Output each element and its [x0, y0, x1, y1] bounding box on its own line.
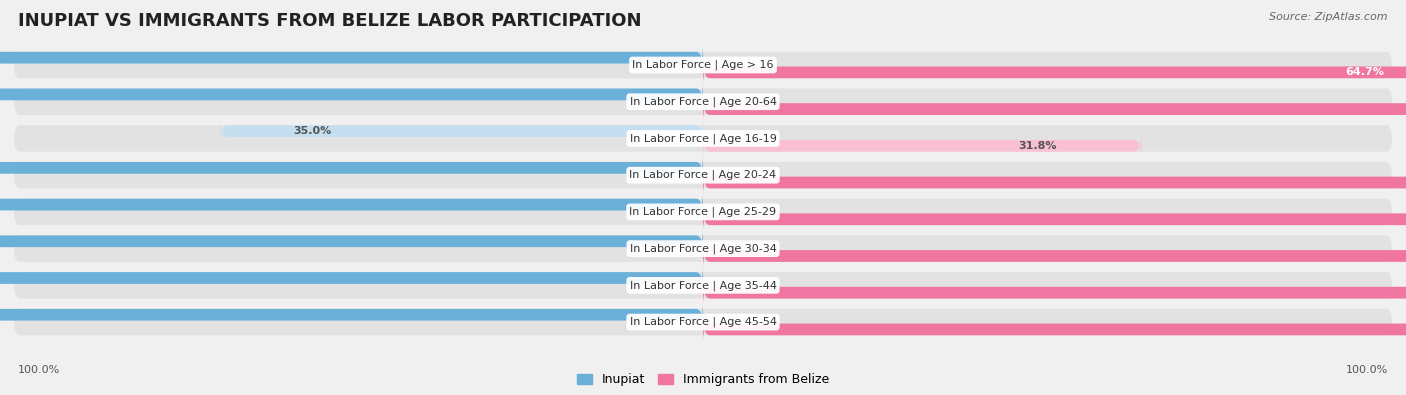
FancyBboxPatch shape — [703, 207, 1406, 232]
FancyBboxPatch shape — [703, 317, 1406, 342]
FancyBboxPatch shape — [703, 60, 1406, 85]
FancyBboxPatch shape — [14, 88, 1392, 115]
FancyBboxPatch shape — [0, 155, 703, 181]
FancyBboxPatch shape — [14, 309, 1392, 335]
FancyBboxPatch shape — [14, 162, 1392, 188]
Text: In Labor Force | Age 45-54: In Labor Force | Age 45-54 — [630, 317, 776, 327]
FancyBboxPatch shape — [703, 280, 1406, 305]
FancyBboxPatch shape — [0, 302, 703, 327]
FancyBboxPatch shape — [14, 52, 1392, 78]
Text: In Labor Force | Age 16-19: In Labor Force | Age 16-19 — [630, 133, 776, 144]
FancyBboxPatch shape — [0, 82, 703, 107]
FancyBboxPatch shape — [0, 192, 703, 217]
Text: 100.0%: 100.0% — [1346, 365, 1388, 375]
FancyBboxPatch shape — [0, 45, 703, 70]
Text: In Labor Force | Age 35-44: In Labor Force | Age 35-44 — [630, 280, 776, 291]
Text: In Labor Force | Age 25-29: In Labor Force | Age 25-29 — [630, 207, 776, 217]
FancyBboxPatch shape — [703, 243, 1406, 269]
FancyBboxPatch shape — [0, 229, 703, 254]
FancyBboxPatch shape — [14, 235, 1392, 262]
Text: In Labor Force | Age 30-34: In Labor Force | Age 30-34 — [630, 243, 776, 254]
FancyBboxPatch shape — [703, 134, 1142, 158]
Text: 31.8%: 31.8% — [1018, 141, 1057, 151]
Text: Source: ZipAtlas.com: Source: ZipAtlas.com — [1270, 12, 1388, 22]
FancyBboxPatch shape — [14, 199, 1392, 225]
Text: In Labor Force | Age 20-24: In Labor Force | Age 20-24 — [630, 170, 776, 181]
Text: INUPIAT VS IMMIGRANTS FROM BELIZE LABOR PARTICIPATION: INUPIAT VS IMMIGRANTS FROM BELIZE LABOR … — [18, 12, 641, 30]
FancyBboxPatch shape — [14, 272, 1392, 299]
Text: In Labor Force | Age > 16: In Labor Force | Age > 16 — [633, 60, 773, 70]
Text: 100.0%: 100.0% — [18, 365, 60, 375]
FancyBboxPatch shape — [221, 118, 703, 144]
Legend: Inupiat, Immigrants from Belize: Inupiat, Immigrants from Belize — [576, 373, 830, 386]
Text: 64.7%: 64.7% — [1346, 68, 1384, 77]
FancyBboxPatch shape — [703, 170, 1406, 195]
Text: In Labor Force | Age 20-64: In Labor Force | Age 20-64 — [630, 96, 776, 107]
Text: 35.0%: 35.0% — [292, 126, 332, 136]
FancyBboxPatch shape — [703, 97, 1406, 122]
FancyBboxPatch shape — [0, 265, 703, 290]
FancyBboxPatch shape — [14, 125, 1392, 152]
